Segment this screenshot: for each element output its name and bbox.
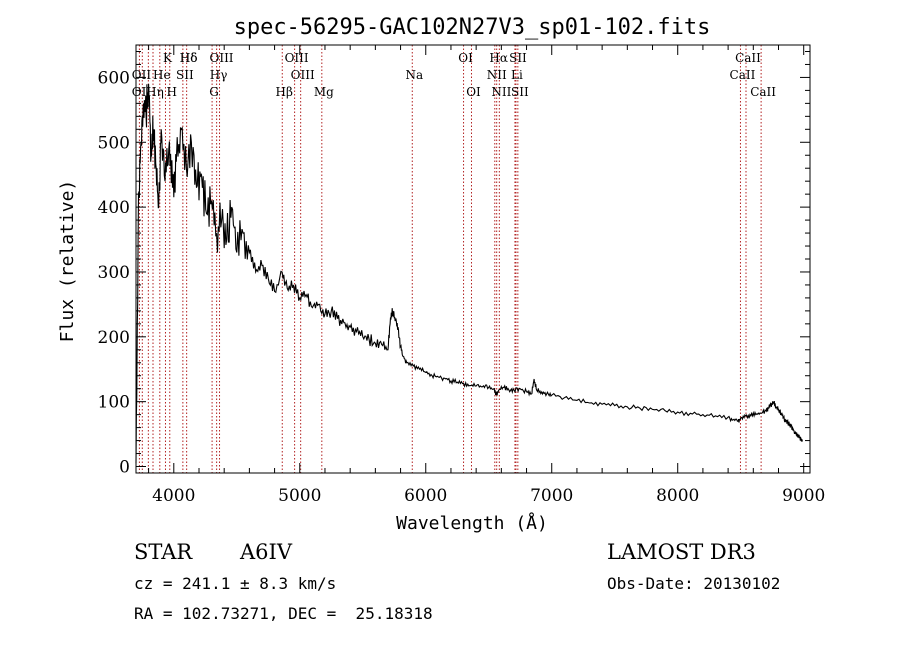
spectral-line-label: Hδ	[180, 51, 198, 65]
flux-series-line	[135, 83, 803, 464]
chart-title: spec-56295-GAC102N27V3_sp01-102.fits	[234, 15, 711, 40]
y-axis-ticks: 0 100 200 300 400 500 600	[98, 50, 810, 478]
x-tick-label: 9000	[782, 486, 825, 506]
spectral-line-label: OI	[458, 51, 473, 65]
spectral-line-label: OI	[466, 85, 481, 99]
x-axis-label: Wavelength (Å)	[396, 512, 548, 534]
x-axis-ticks: 4000 5000 6000 7000 8000 9000	[148, 45, 825, 506]
spectral-line-label: Li	[511, 68, 523, 82]
spectral-line-label: He	[153, 68, 171, 82]
spectral-line-label: Hη	[146, 85, 164, 99]
x-tick-label: 5000	[278, 486, 321, 506]
y-tick-label: 600	[98, 68, 130, 88]
spectral-line-label: Hγ	[210, 68, 228, 82]
y-tick-label: 400	[98, 198, 130, 218]
spectral-line-label: K	[163, 51, 173, 65]
spectral-line-label: Hβ	[276, 85, 293, 99]
spectral-line-label: NII	[491, 85, 511, 99]
spectral-line-label: Hα	[489, 51, 508, 65]
object-class: STAR	[134, 540, 193, 564]
x-tick-label: 6000	[404, 486, 447, 506]
y-tick-label: 100	[98, 393, 130, 413]
spectral-line-label: OII	[132, 68, 152, 82]
spectral-line-label: SII	[176, 68, 194, 82]
spectral-line-label: Hδ	[180, 51, 198, 65]
x-tick-label: 4000	[152, 486, 195, 506]
spectral-line-label: Na	[405, 68, 423, 82]
spectral-line-label: SII	[509, 51, 527, 65]
spectral-line-label: CaII	[730, 68, 756, 82]
y-tick-label: 300	[98, 263, 130, 283]
spectral-line-label: SII	[511, 85, 529, 99]
spectral-line-label: NII	[487, 68, 507, 82]
spectral-line-label: G	[209, 85, 219, 99]
redshift-text: cz = 241.1 ± 8.3 km/s	[134, 574, 336, 593]
y-tick-label: 0	[119, 458, 130, 478]
y-tick-label: 500	[98, 133, 130, 153]
spectral-line-label: OIII	[209, 51, 233, 65]
spectral-line-label: H	[167, 85, 177, 99]
spectral-line-label: OIII	[291, 68, 315, 82]
obs-date-text: Obs-Date: 20130102	[607, 574, 780, 593]
spectral-line-label: OIII	[285, 51, 309, 65]
object-subclass: A6IV	[239, 540, 293, 564]
spectral-line-label: CaII	[735, 51, 761, 65]
y-axis-label: Flux (relative)	[57, 180, 78, 343]
x-tick-label: 8000	[656, 486, 699, 506]
coordinates-text: RA = 102.73271, DEC = 25.18318	[134, 604, 433, 623]
x-tick-label: 7000	[530, 486, 573, 506]
survey-name: LAMOST DR3	[607, 540, 756, 564]
spectral-line-label: CaII	[750, 85, 776, 99]
spectral-line-label: Mg	[314, 85, 334, 99]
y-tick-label: 200	[98, 328, 130, 348]
